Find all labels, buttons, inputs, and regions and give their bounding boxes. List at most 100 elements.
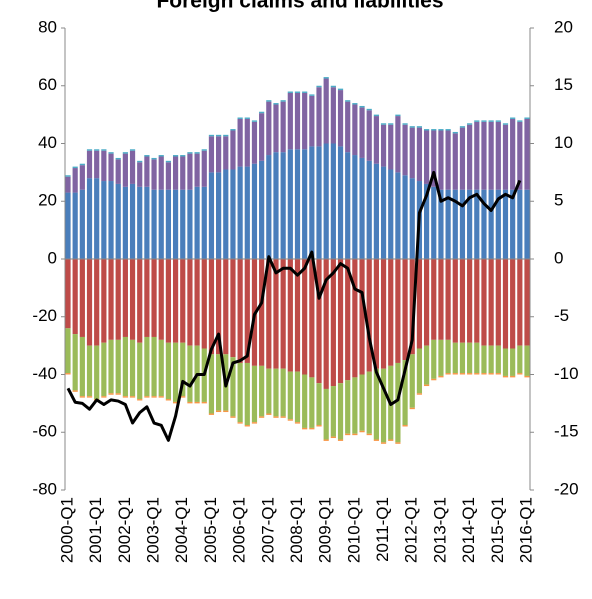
bar-segment xyxy=(517,259,523,346)
bar-segment xyxy=(72,259,78,335)
bar-segment xyxy=(251,365,258,423)
bar-segment xyxy=(345,433,351,436)
x-tick-label: 2001-Q1 xyxy=(86,497,105,563)
bar-segment xyxy=(194,259,200,346)
bar-segment xyxy=(438,259,444,340)
bar-segment xyxy=(244,425,250,427)
bar-segment xyxy=(287,419,293,421)
bar-segment xyxy=(65,192,71,259)
bar-segment xyxy=(431,339,437,379)
bar-segment xyxy=(431,129,437,131)
x-tick-label: 2009-Q1 xyxy=(316,497,335,563)
bar-segment xyxy=(388,439,394,441)
bar-segment xyxy=(524,189,530,259)
bar-segment xyxy=(481,259,487,346)
bar-segment xyxy=(359,157,365,259)
bar-segment xyxy=(165,259,172,343)
bar-segment xyxy=(122,152,128,154)
bar-segment xyxy=(445,189,451,259)
bar-segment xyxy=(158,189,164,259)
bar-segment xyxy=(402,425,408,427)
bar-segment xyxy=(323,78,329,144)
bar-segment xyxy=(201,259,207,349)
bar-segment xyxy=(459,189,466,259)
bar-segment xyxy=(373,259,379,369)
bar-segment xyxy=(481,373,487,375)
bar-segment xyxy=(488,373,494,375)
bar-segment xyxy=(488,120,494,122)
bar-segment xyxy=(237,422,243,424)
bar-segment xyxy=(388,123,394,125)
bar-segment xyxy=(359,259,365,375)
bar-segment xyxy=(416,127,423,182)
bar-segment xyxy=(230,416,236,418)
bar-segment xyxy=(86,150,93,179)
bar-segment xyxy=(94,149,100,151)
y2-tick-label: -10 xyxy=(554,364,579,383)
bar-segment xyxy=(409,354,415,408)
bar-segment xyxy=(115,259,121,340)
bar-segment xyxy=(373,368,379,440)
bar-segment xyxy=(517,189,523,259)
bar-segment xyxy=(273,104,279,153)
bar-segment xyxy=(423,259,430,346)
bar-segment xyxy=(294,371,301,423)
bar-segment xyxy=(86,149,93,151)
bar-segment xyxy=(72,168,78,193)
bar-segment xyxy=(524,117,530,119)
bar-segment xyxy=(330,87,336,144)
x-tick-label: 2005-Q1 xyxy=(201,497,220,563)
bar-segment xyxy=(244,118,250,167)
bar-segment xyxy=(201,149,207,151)
bar-segment xyxy=(108,153,114,182)
bar-segment xyxy=(187,345,193,402)
bar-segment xyxy=(409,126,415,128)
bar-segment xyxy=(467,189,473,259)
bar-segment xyxy=(259,160,265,259)
bar-segment xyxy=(201,186,207,259)
bar-segment xyxy=(316,259,322,384)
bar-segment xyxy=(402,259,408,361)
bar-segment xyxy=(402,124,408,176)
bar-segment xyxy=(165,399,172,401)
bar-segment xyxy=(158,259,164,340)
bar-segment xyxy=(323,388,329,440)
bar-segment xyxy=(423,129,430,131)
bar-segment xyxy=(79,336,85,397)
bar-segment xyxy=(266,368,272,414)
x-tick-label: 2012-Q1 xyxy=(402,497,421,563)
bar-segment xyxy=(431,130,437,187)
bar-segment xyxy=(316,383,322,426)
bar-segment xyxy=(266,413,272,415)
bar-segment xyxy=(259,113,265,161)
bar-segment xyxy=(216,136,222,173)
bar-segment xyxy=(352,377,358,434)
bar-segment xyxy=(266,259,272,369)
bar-segment xyxy=(517,120,523,122)
bar-segment xyxy=(216,259,222,355)
bar-segment xyxy=(137,399,143,401)
bar-segment xyxy=(115,339,121,394)
bar-segment xyxy=(481,121,487,190)
bar-segment xyxy=(65,259,71,329)
bar-segment xyxy=(517,121,523,190)
bar-segment xyxy=(244,166,250,259)
bar-segment xyxy=(352,104,358,156)
bar-segment xyxy=(316,87,322,147)
bar-segment xyxy=(467,124,473,190)
bar-segment xyxy=(467,259,473,343)
bar-segment xyxy=(122,259,128,337)
bar-segment xyxy=(137,162,143,187)
bar-segment xyxy=(208,134,215,137)
bar-segment xyxy=(452,133,458,190)
bar-segment xyxy=(180,155,186,157)
bar-segment xyxy=(216,172,222,259)
bar-segment xyxy=(302,92,308,150)
bar-segment xyxy=(144,155,150,157)
bar-segment xyxy=(144,259,150,337)
chart-title: Foreign claims and liabilities xyxy=(156,0,443,13)
bar-segment xyxy=(230,357,236,417)
bar-segment xyxy=(481,345,487,374)
bar-segment xyxy=(488,121,494,190)
bar-segment xyxy=(79,165,85,190)
